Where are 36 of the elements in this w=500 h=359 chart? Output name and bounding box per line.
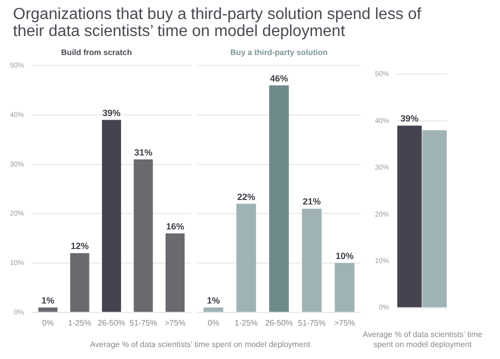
data-label: 21% <box>302 196 321 207</box>
x-tick-label: 51-75% <box>298 318 326 328</box>
data-label: 22% <box>237 192 256 202</box>
bar <box>302 208 322 312</box>
data-label: 1% <box>41 295 54 306</box>
x-tick-label: 26-50% <box>98 318 126 328</box>
x-tick-label: 0% <box>42 318 54 328</box>
chart-subtitle: Build from scratch <box>61 48 132 58</box>
bar <box>134 159 153 312</box>
x-tick-label: 26-50% <box>265 318 293 328</box>
x-axis-title: Average % of data scientists’ time spent on model deployment <box>88 340 312 350</box>
data-label: 12% <box>70 241 89 252</box>
bar <box>334 263 354 312</box>
data-label: 31% <box>134 147 152 158</box>
bar <box>102 120 122 312</box>
x-tick-label: 51-75% <box>130 318 158 328</box>
bar <box>38 307 58 312</box>
x-tick-label: >75% <box>334 318 355 328</box>
bar <box>236 204 256 312</box>
bar <box>166 233 185 312</box>
x-tick-label: 1-25% <box>68 318 92 328</box>
x-axis-title: Average % of data scientists’ time spent on model deployment <box>362 330 484 350</box>
data-label: 39% <box>102 108 121 118</box>
bar <box>269 85 289 312</box>
data-label: 10% <box>336 251 354 262</box>
bar <box>204 307 224 312</box>
data-label: 46% <box>270 73 288 84</box>
x-tick-label: >75% <box>164 318 186 328</box>
data-label: 16% <box>166 221 184 232</box>
x-tick-label: 0% <box>208 318 220 328</box>
x-tick-label: 1-25% <box>234 318 258 328</box>
chart-title: Organizations that buy a third-party solution spend less of their data scientists’ time on model deployment <box>13 6 422 40</box>
chart-subtitle: Buy a third-party solution <box>230 48 328 58</box>
bar <box>70 253 90 312</box>
data-label: 39% <box>400 114 419 124</box>
data-label: 1% <box>206 295 220 306</box>
